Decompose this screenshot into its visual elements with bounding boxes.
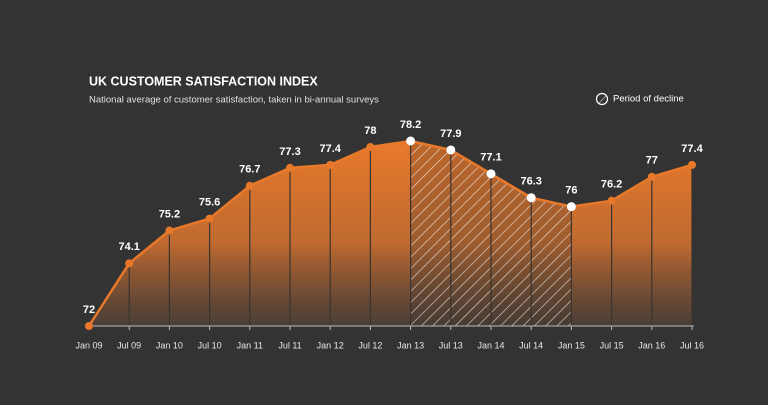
marker [607, 196, 616, 205]
value-label: 77.4 [681, 143, 703, 155]
chart-subtitle: National average of customer satisfactio… [89, 95, 379, 106]
value-label: 76.2 [601, 179, 622, 191]
marker [647, 172, 656, 181]
marker [486, 169, 496, 179]
line [87, 139, 693, 327]
value-label: 77.4 [319, 143, 341, 155]
value-label: 77 [646, 155, 658, 167]
marker [526, 193, 536, 203]
legend-label: Period of decline [613, 94, 684, 105]
value-label: 75.6 [199, 196, 220, 208]
x-tick-label: Jul 13 [439, 340, 463, 350]
marker [245, 181, 254, 190]
x-tick-label: Jan 11 [237, 340, 263, 350]
marker [446, 145, 456, 155]
legend: Period of decline [595, 92, 684, 106]
x-tick-label: Jul 10 [198, 340, 222, 350]
marker [688, 160, 696, 169]
x-tick-label: Jan 12 [317, 340, 344, 350]
x-tick-label: Jan 14 [477, 340, 504, 350]
x-tick-label: Jan 13 [397, 340, 424, 350]
area [89, 141, 692, 326]
marker [366, 142, 375, 151]
x-tick-label: Jul 12 [358, 340, 382, 350]
x-tick-label: Jul 09 [117, 340, 141, 350]
x-tick-label: Jan 09 [75, 340, 102, 350]
marker [85, 322, 93, 330]
value-label: 76.7 [239, 164, 260, 176]
marker [125, 259, 134, 268]
value-label: 77.3 [279, 146, 300, 158]
x-tick-label: Jul 11 [278, 340, 301, 350]
marker [286, 163, 294, 172]
value-label: 77.1 [480, 152, 501, 164]
marker [406, 136, 416, 146]
x-tick-label: Jul 14 [519, 340, 543, 350]
value-label: 78 [364, 125, 376, 137]
value-label: 74.1 [118, 241, 139, 253]
value-label: 72 [83, 304, 95, 316]
x-tick-label: Jan 16 [638, 340, 665, 350]
value-label: 78.2 [400, 119, 421, 131]
value-label: 77.9 [440, 128, 461, 140]
value-label: 75.2 [159, 208, 180, 220]
marker [566, 202, 576, 212]
chart-title: UK CUSTOMER SATISFACTION INDEX [89, 74, 318, 88]
marker [326, 160, 335, 169]
x-tick-label: Jul 16 [680, 340, 704, 350]
x-tick-label: Jan 15 [558, 340, 585, 350]
x-tick-label: Jul 15 [600, 340, 624, 350]
value-label: 76.3 [520, 176, 541, 188]
marker [205, 214, 214, 223]
legend-swatch [595, 92, 609, 106]
value-label: 76 [565, 185, 577, 197]
marker [165, 226, 174, 235]
x-tick-label: Jan 10 [156, 340, 183, 350]
